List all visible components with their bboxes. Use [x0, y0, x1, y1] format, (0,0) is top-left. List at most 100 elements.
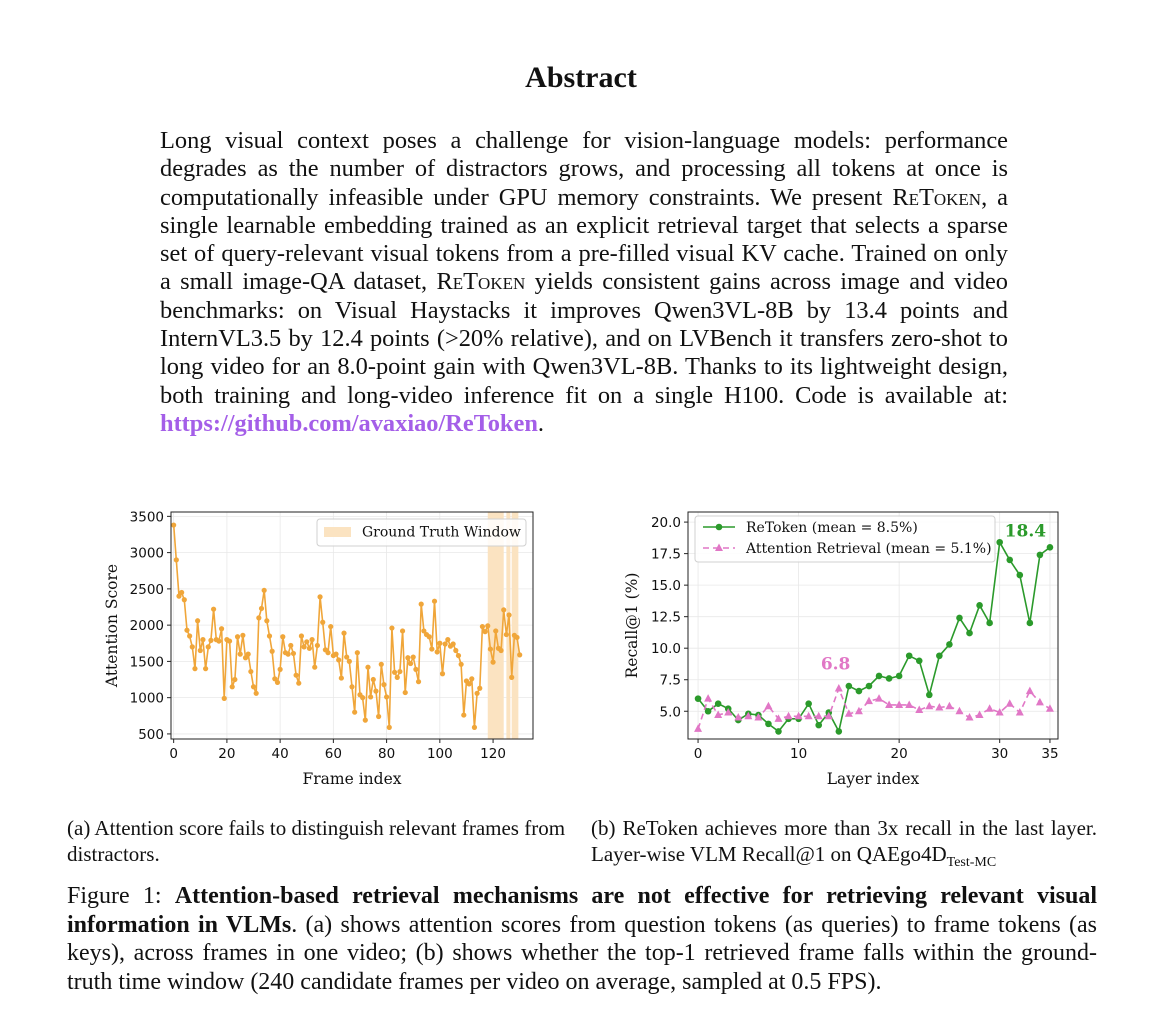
data-point	[389, 625, 395, 631]
data-point	[498, 647, 504, 654]
data-point	[253, 690, 259, 696]
abstract-part-3: yields consistent gains across image and…	[160, 268, 1008, 409]
data-point	[834, 684, 843, 692]
data-point	[805, 700, 812, 707]
plot-frame	[687, 511, 1059, 740]
x-tick-label: 10	[790, 746, 807, 762]
data-point	[905, 652, 913, 660]
data-point	[277, 666, 283, 672]
method-name: ReToken	[892, 183, 982, 211]
data-point	[744, 711, 753, 720]
data-point	[234, 634, 241, 640]
data-point	[362, 717, 368, 723]
data-point	[301, 644, 307, 650]
data-point	[352, 709, 358, 715]
x-tick-label: 80	[378, 746, 395, 762]
data-point	[986, 619, 993, 627]
data-point	[261, 587, 267, 593]
data-point	[506, 612, 512, 618]
data-point	[418, 601, 424, 607]
data-point	[477, 685, 483, 691]
data-point	[490, 659, 496, 665]
data-point	[256, 615, 262, 621]
data-point	[216, 638, 222, 644]
data-point	[426, 634, 432, 640]
y-tick-label: 10.0	[651, 641, 681, 657]
figure-caption-bold: Attention-based retrieval mechanisms are…	[67, 883, 1097, 938]
x-tick-label: 120	[480, 746, 506, 762]
data-point	[179, 589, 185, 596]
data-point	[360, 695, 366, 701]
data-point	[985, 704, 994, 712]
abstract-end: .	[537, 409, 544, 437]
y-tick-label: 1000	[130, 691, 164, 707]
data-point	[437, 640, 443, 646]
data-point	[296, 680, 302, 686]
legend-label: Attention Retrieval (mean = 5.1%)	[745, 541, 992, 557]
subcaption-b: (b) ReToken achieves more than 3x recall…	[591, 815, 1097, 876]
ground-truth-window	[511, 512, 519, 739]
data-point	[434, 649, 440, 655]
data-point	[461, 712, 467, 718]
data-point	[855, 687, 863, 695]
data-point	[221, 695, 227, 701]
data-point	[200, 637, 206, 643]
data-point	[864, 696, 873, 705]
data-point	[184, 627, 190, 633]
legend: Ground Truth Window	[316, 518, 527, 547]
abstract-heading: Abstract	[525, 61, 637, 94]
data-point	[415, 679, 422, 685]
data-point	[1005, 699, 1014, 707]
y-tick-label: 1500	[130, 654, 164, 670]
data-point	[694, 724, 703, 732]
x-tick-label: 60	[325, 746, 342, 762]
data-point	[397, 668, 403, 675]
subcaption-b-text: (b) ReToken achieves more than 3x recall…	[591, 816, 1097, 866]
data-point	[845, 682, 853, 690]
x-tick-label: 0	[694, 746, 703, 762]
legend-label: Ground Truth Window	[362, 525, 521, 541]
data-point	[824, 711, 833, 720]
data-point	[210, 606, 217, 612]
data-point	[784, 711, 793, 720]
data-point	[975, 710, 984, 719]
attention-score-chart: 0 20 40 60 80 100 120 500 1000 1500 2000 2500 3000 35…	[103, 509, 534, 788]
data-point	[413, 666, 419, 672]
y-axis-label: Attention Score	[103, 564, 121, 688]
data-point	[487, 646, 494, 652]
data-point	[936, 652, 943, 660]
data-point	[895, 700, 904, 708]
layer-recall-chart: 0 10 20 30 35 5.0 7.5 10.0 12.5 15.0 17.5 20.0 Layer…	[623, 511, 1059, 788]
data-point	[274, 679, 281, 686]
data-point	[469, 676, 475, 682]
data-point	[445, 637, 451, 643]
data-point	[482, 629, 488, 635]
data-point	[325, 650, 331, 656]
data-point	[344, 654, 350, 660]
data-point	[399, 628, 406, 634]
data-point	[895, 672, 903, 680]
data-point	[1006, 556, 1014, 564]
data-point	[171, 522, 177, 528]
data-point	[474, 690, 480, 696]
data-point	[431, 598, 438, 604]
data-point	[370, 676, 376, 683]
data-point	[248, 668, 254, 675]
code-link[interactable]: https://github.com/avaxiao/ReToken	[160, 409, 538, 437]
data-point	[815, 721, 823, 729]
data-point	[304, 639, 310, 645]
data-point	[176, 593, 182, 599]
data-point	[915, 705, 924, 713]
data-point	[517, 652, 523, 658]
data-point	[349, 684, 355, 690]
x-axis-label: Layer index	[827, 770, 920, 788]
data-point	[865, 682, 873, 690]
data-point	[479, 623, 486, 630]
x-tick-label: 0	[169, 746, 178, 762]
data-point	[421, 628, 427, 634]
figure-caption: Figure 1: Attention-based retrieval mech…	[67, 882, 1097, 996]
data-point	[458, 661, 464, 667]
value-annotation: 18.4	[1005, 521, 1047, 541]
method-name: ReToken	[436, 268, 526, 296]
legend: ReToken (mean = 8.5%) Attention Retrieval…	[694, 515, 996, 563]
